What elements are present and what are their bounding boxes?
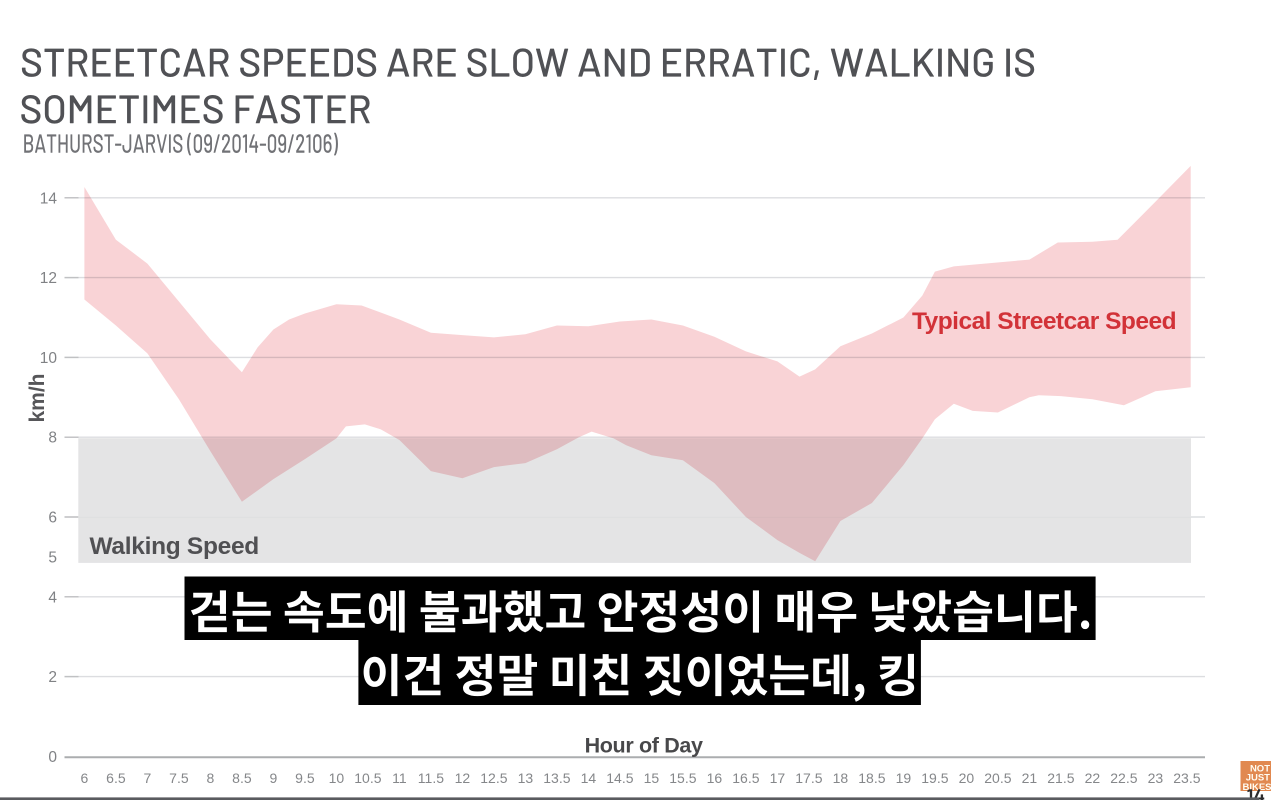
svg-text:9.5: 9.5 (295, 770, 315, 786)
svg-text:6: 6 (48, 510, 57, 527)
svg-text:Typical Streetcar Speed: Typical Streetcar Speed (912, 308, 1176, 335)
svg-text:12: 12 (455, 770, 471, 786)
svg-text:19: 19 (896, 770, 912, 786)
svg-text:18.5: 18.5 (858, 770, 885, 786)
svg-text:9: 9 (270, 770, 278, 786)
svg-text:12: 12 (40, 270, 57, 287)
svg-text:21.5: 21.5 (1047, 770, 1074, 786)
svg-text:16.5: 16.5 (732, 770, 759, 786)
svg-text:22.5: 22.5 (1110, 770, 1137, 786)
svg-text:10: 10 (329, 770, 345, 786)
svg-text:13: 13 (518, 770, 534, 786)
svg-text:7: 7 (144, 770, 152, 786)
svg-text:17: 17 (770, 770, 786, 786)
svg-text:JUST: JUST (1246, 773, 1270, 784)
svg-text:10.5: 10.5 (354, 770, 381, 786)
svg-text:20.5: 20.5 (984, 770, 1011, 786)
svg-text:0: 0 (48, 749, 57, 766)
svg-text:Walking Speed: Walking Speed (90, 533, 259, 560)
svg-text:14.5: 14.5 (606, 770, 633, 786)
svg-text:15: 15 (644, 770, 660, 786)
svg-text:21: 21 (1022, 770, 1038, 786)
svg-text:13.5: 13.5 (543, 770, 570, 786)
svg-text:22: 22 (1085, 770, 1101, 786)
svg-text:Hour of Day: Hour of Day (585, 734, 703, 758)
svg-text:16: 16 (707, 770, 723, 786)
svg-text:BIKES: BIKES (1242, 782, 1271, 793)
svg-text:20: 20 (959, 770, 975, 786)
svg-text:14: 14 (581, 770, 597, 786)
svg-text:18: 18 (833, 770, 849, 786)
svg-text:19.5: 19.5 (921, 770, 948, 786)
svg-text:km/h: km/h (26, 373, 49, 422)
svg-text:15.5: 15.5 (669, 770, 696, 786)
svg-text:4: 4 (48, 589, 57, 606)
svg-text:12.5: 12.5 (480, 770, 507, 786)
svg-text:17.5: 17.5 (795, 770, 822, 786)
svg-text:8: 8 (48, 430, 57, 447)
svg-text:11: 11 (392, 770, 407, 786)
svg-text:5: 5 (48, 549, 57, 566)
svg-text:8.5: 8.5 (232, 770, 252, 786)
svg-text:23.5: 23.5 (1173, 770, 1200, 786)
svg-text:10: 10 (40, 350, 58, 367)
svg-text:23: 23 (1148, 770, 1164, 786)
svg-text:6: 6 (81, 770, 89, 786)
svg-text:7.5: 7.5 (169, 770, 189, 786)
svg-text:8: 8 (207, 770, 215, 786)
svg-text:6.5: 6.5 (106, 770, 126, 786)
svg-text:2: 2 (48, 669, 57, 686)
svg-text:NOT: NOT (1250, 764, 1270, 775)
svg-text:11.5: 11.5 (418, 770, 444, 786)
svg-text:14: 14 (40, 190, 58, 207)
